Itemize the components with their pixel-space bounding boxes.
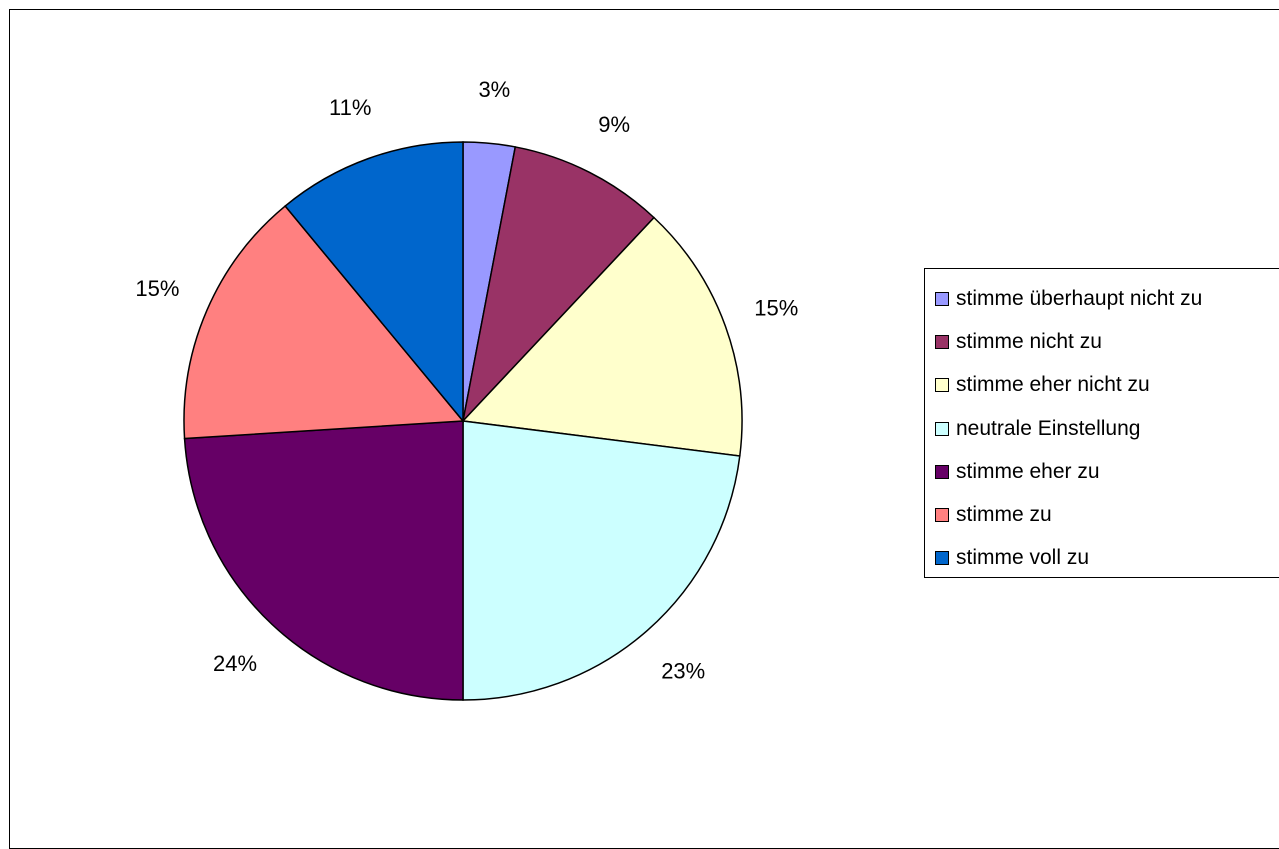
- legend-item: neutrale Einstellung: [925, 407, 1279, 450]
- legend-label: stimme eher zu: [956, 459, 1100, 483]
- legend-item: stimme eher zu: [925, 450, 1279, 493]
- legend-label: neutrale Einstellung: [956, 416, 1141, 440]
- legend-label: stimme überhaupt nicht zu: [956, 286, 1203, 310]
- legend-label: stimme zu: [956, 503, 1052, 527]
- slice-data-label: 24%: [213, 651, 257, 676]
- pie-slice: [461, 216, 743, 457]
- legend: stimme überhaupt nicht zu stimme nicht z…: [924, 268, 1279, 578]
- slice-data-label: 3%: [478, 77, 510, 102]
- pie-slice: [461, 146, 656, 424]
- slice-data-label: 15%: [754, 296, 798, 321]
- legend-swatch: [935, 551, 949, 566]
- pie-slice: [462, 420, 741, 701]
- legend-swatch: [935, 508, 949, 523]
- legend-swatch: [935, 291, 949, 306]
- slice-data-label: 15%: [135, 276, 179, 301]
- pie-slice: [284, 141, 464, 424]
- slice-data-label: 9%: [598, 112, 630, 137]
- legend-swatch: [935, 421, 949, 436]
- legend-swatch: [935, 464, 949, 479]
- legend-item: stimme zu: [925, 493, 1279, 536]
- legend-label: stimme nicht zu: [956, 329, 1102, 353]
- legend-swatch: [935, 334, 949, 349]
- legend-item: stimme nicht zu: [925, 320, 1279, 363]
- pie-slice: [183, 204, 465, 440]
- legend-label: stimme voll zu: [956, 546, 1090, 570]
- legend-item: stimme voll zu: [925, 537, 1279, 580]
- pie-slice: [183, 420, 464, 701]
- legend-label: stimme eher nicht zu: [956, 373, 1150, 397]
- slice-data-label: 11%: [329, 95, 371, 120]
- legend-item: stimme überhaupt nicht zu: [925, 277, 1279, 320]
- slice-data-label: 23%: [661, 658, 705, 683]
- legend-item: stimme eher nicht zu: [925, 364, 1279, 407]
- legend-swatch: [935, 378, 949, 393]
